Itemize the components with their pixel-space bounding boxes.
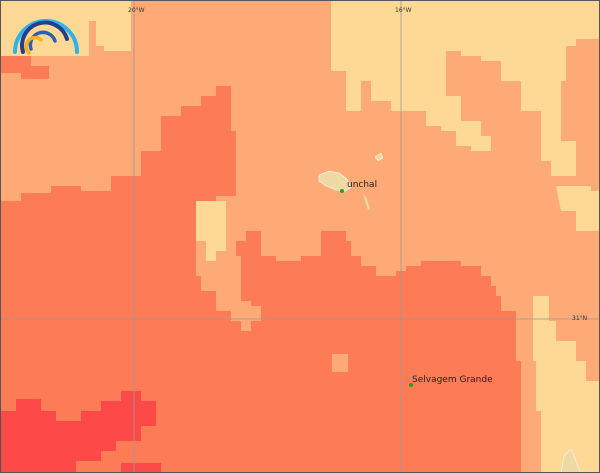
field-level-1	[556, 186, 599, 231]
field-level-4	[1, 391, 156, 472]
field-level-1	[533, 296, 599, 472]
lon-label: 16°W	[395, 7, 412, 14]
field-level-1	[521, 1, 556, 91]
field-level-2	[332, 354, 348, 372]
field-level-1	[1, 1, 146, 56]
land-porto-santo	[374, 152, 384, 162]
field-level-3	[1, 56, 49, 79]
lon-label: 20°W	[128, 7, 145, 14]
rainbow-arc-logo	[13, 19, 79, 55]
place-label-funchal: unchal	[347, 180, 378, 190]
place-marker	[340, 189, 344, 193]
field-level-4	[121, 456, 161, 472]
field-level-3	[1, 86, 521, 472]
place-label-selvagem-grande: Selvagem Grande	[412, 375, 493, 385]
land-desertas	[363, 193, 370, 210]
land-madeira	[318, 170, 352, 192]
place-marker	[409, 383, 413, 387]
land-coast	[561, 448, 581, 472]
lat-label: 31°N	[572, 315, 588, 322]
